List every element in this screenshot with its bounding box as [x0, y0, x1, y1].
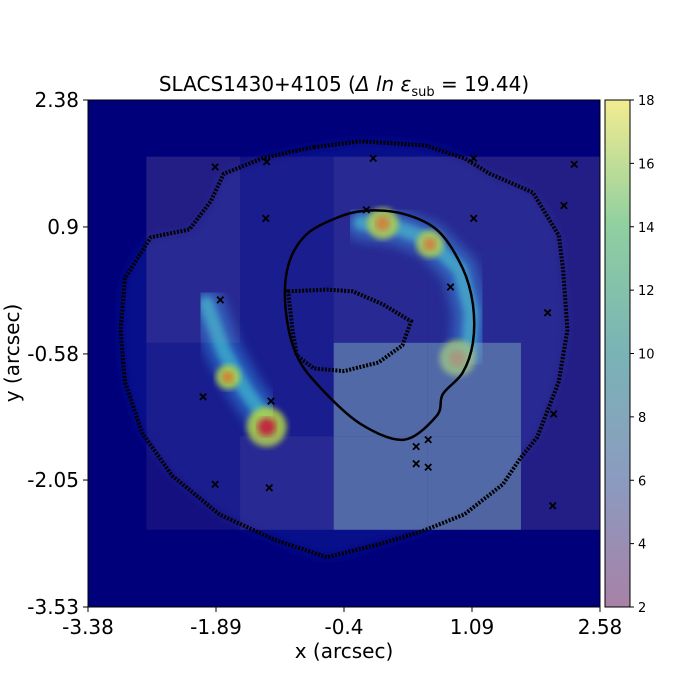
bright-knot: [222, 371, 234, 383]
likelihood-cell: [333, 342, 428, 437]
plot-area: [88, 100, 600, 607]
y-axis: 2.38 0.9 -0.58 -2.05 -3.53: [27, 88, 88, 619]
likelihood-cell: [333, 156, 428, 250]
y-axis-label: y (arcsec): [0, 304, 24, 403]
bright-knot: [257, 417, 276, 436]
critical-curve: [283, 209, 476, 442]
subhalo-cross-marker: [369, 154, 378, 163]
title-symbol: Δ ln ε: [354, 72, 412, 96]
subhalo-cross-marker: [424, 463, 433, 472]
subhalo-cross-marker: [570, 160, 579, 169]
y-tick-label: 2.38: [34, 88, 79, 112]
bright-knot: [375, 216, 390, 231]
subhalo-cross-marker: [560, 201, 568, 210]
x-axis-label: x (arcsec): [295, 639, 394, 663]
colorbar-tick-label: 2: [638, 601, 646, 616]
subhalo-cross-marker: [211, 163, 219, 171]
colorbar-tick-label: 6: [638, 474, 646, 489]
title-prefix: SLACS1430+4105 (: [159, 72, 356, 96]
subhalo-cross-marker: [424, 435, 433, 444]
x-tick-label: 2.58: [578, 615, 623, 639]
likelihood-cell: [240, 156, 334, 250]
likelihood-cell: [333, 249, 428, 343]
subhalo-cross-marker: [199, 392, 207, 401]
colorbar-tick-label: 12: [638, 284, 655, 299]
bright-knot: [423, 237, 437, 251]
title-subscript: sub: [411, 85, 434, 100]
x-axis: -3.38 -1.89 -0.4 1.09 2.58: [62, 607, 622, 639]
subhalo-cross-marker: [412, 442, 420, 451]
likelihood-cell: [146, 436, 241, 530]
subhalo-cross-marker: [267, 397, 275, 405]
x-tick-label: -0.4: [324, 615, 363, 639]
subhalo-markers: [199, 154, 579, 510]
likelihood-cell: [427, 342, 521, 437]
x-tick-label: -3.38: [62, 615, 114, 639]
colorbar-gradient: [604, 99, 631, 608]
subhalo-cross-marker: [211, 480, 219, 489]
y-tick-label: -3.53: [27, 595, 79, 619]
subhalo-cross-marker: [362, 205, 371, 214]
likelihood-cell: [240, 342, 334, 437]
chart-title: SLACS1430+4105 (Δ ln εsub = 19.44): [159, 72, 529, 100]
subhalo-cross-marker: [412, 459, 420, 468]
y-tick-label: -0.58: [27, 342, 79, 366]
likelihood-cell: [427, 156, 521, 250]
colorbar-tick-label: 14: [638, 221, 655, 236]
likelihood-cell: [333, 436, 428, 530]
subhalo-cross-marker: [216, 296, 225, 304]
x-tick-label: 1.09: [450, 615, 495, 639]
subhalo-cross-marker: [549, 410, 558, 418]
subhalo-cross-marker: [548, 501, 557, 510]
subhalo-cross-marker: [543, 308, 552, 317]
subhalo-cross-marker: [261, 214, 270, 223]
likelihood-cell: [427, 436, 521, 530]
colorbar-tick-label: 18: [638, 94, 655, 109]
likelihood-cell: [520, 342, 600, 437]
subhalo-cross-marker: [446, 283, 455, 291]
subhalo-cross-marker: [469, 214, 478, 223]
subhalo-cross-marker: [265, 483, 274, 492]
likelihood-cell: [146, 156, 241, 250]
colorbar-tick-label: 8: [638, 411, 646, 426]
likelihood-cell: [520, 436, 600, 530]
y-tick-label: 0.9: [47, 215, 79, 239]
title-suffix: = 19.44): [435, 72, 530, 96]
y-tick-label: -2.05: [27, 468, 79, 492]
colorbar-ticks: 2 4 6 8 10 12 14 16 18: [630, 94, 655, 616]
subhalo-cross-marker: [262, 157, 271, 166]
likelihood-cell: [520, 249, 600, 343]
subhalo-likelihood-grid: [146, 156, 600, 530]
likelihood-cell: [146, 249, 241, 343]
colorbar-tick-label: 10: [638, 348, 655, 363]
likelihood-cell: [240, 436, 334, 530]
x-tick-label: -1.89: [190, 615, 242, 639]
colorbar-tick-label: 4: [638, 538, 646, 553]
colorbar: 2 4 6 8 10 12 14 16 18: [604, 94, 655, 616]
subhalo-cross-marker: [469, 154, 478, 163]
likelihood-cell: [146, 342, 241, 437]
colorbar-tick-label: 16: [638, 157, 655, 172]
